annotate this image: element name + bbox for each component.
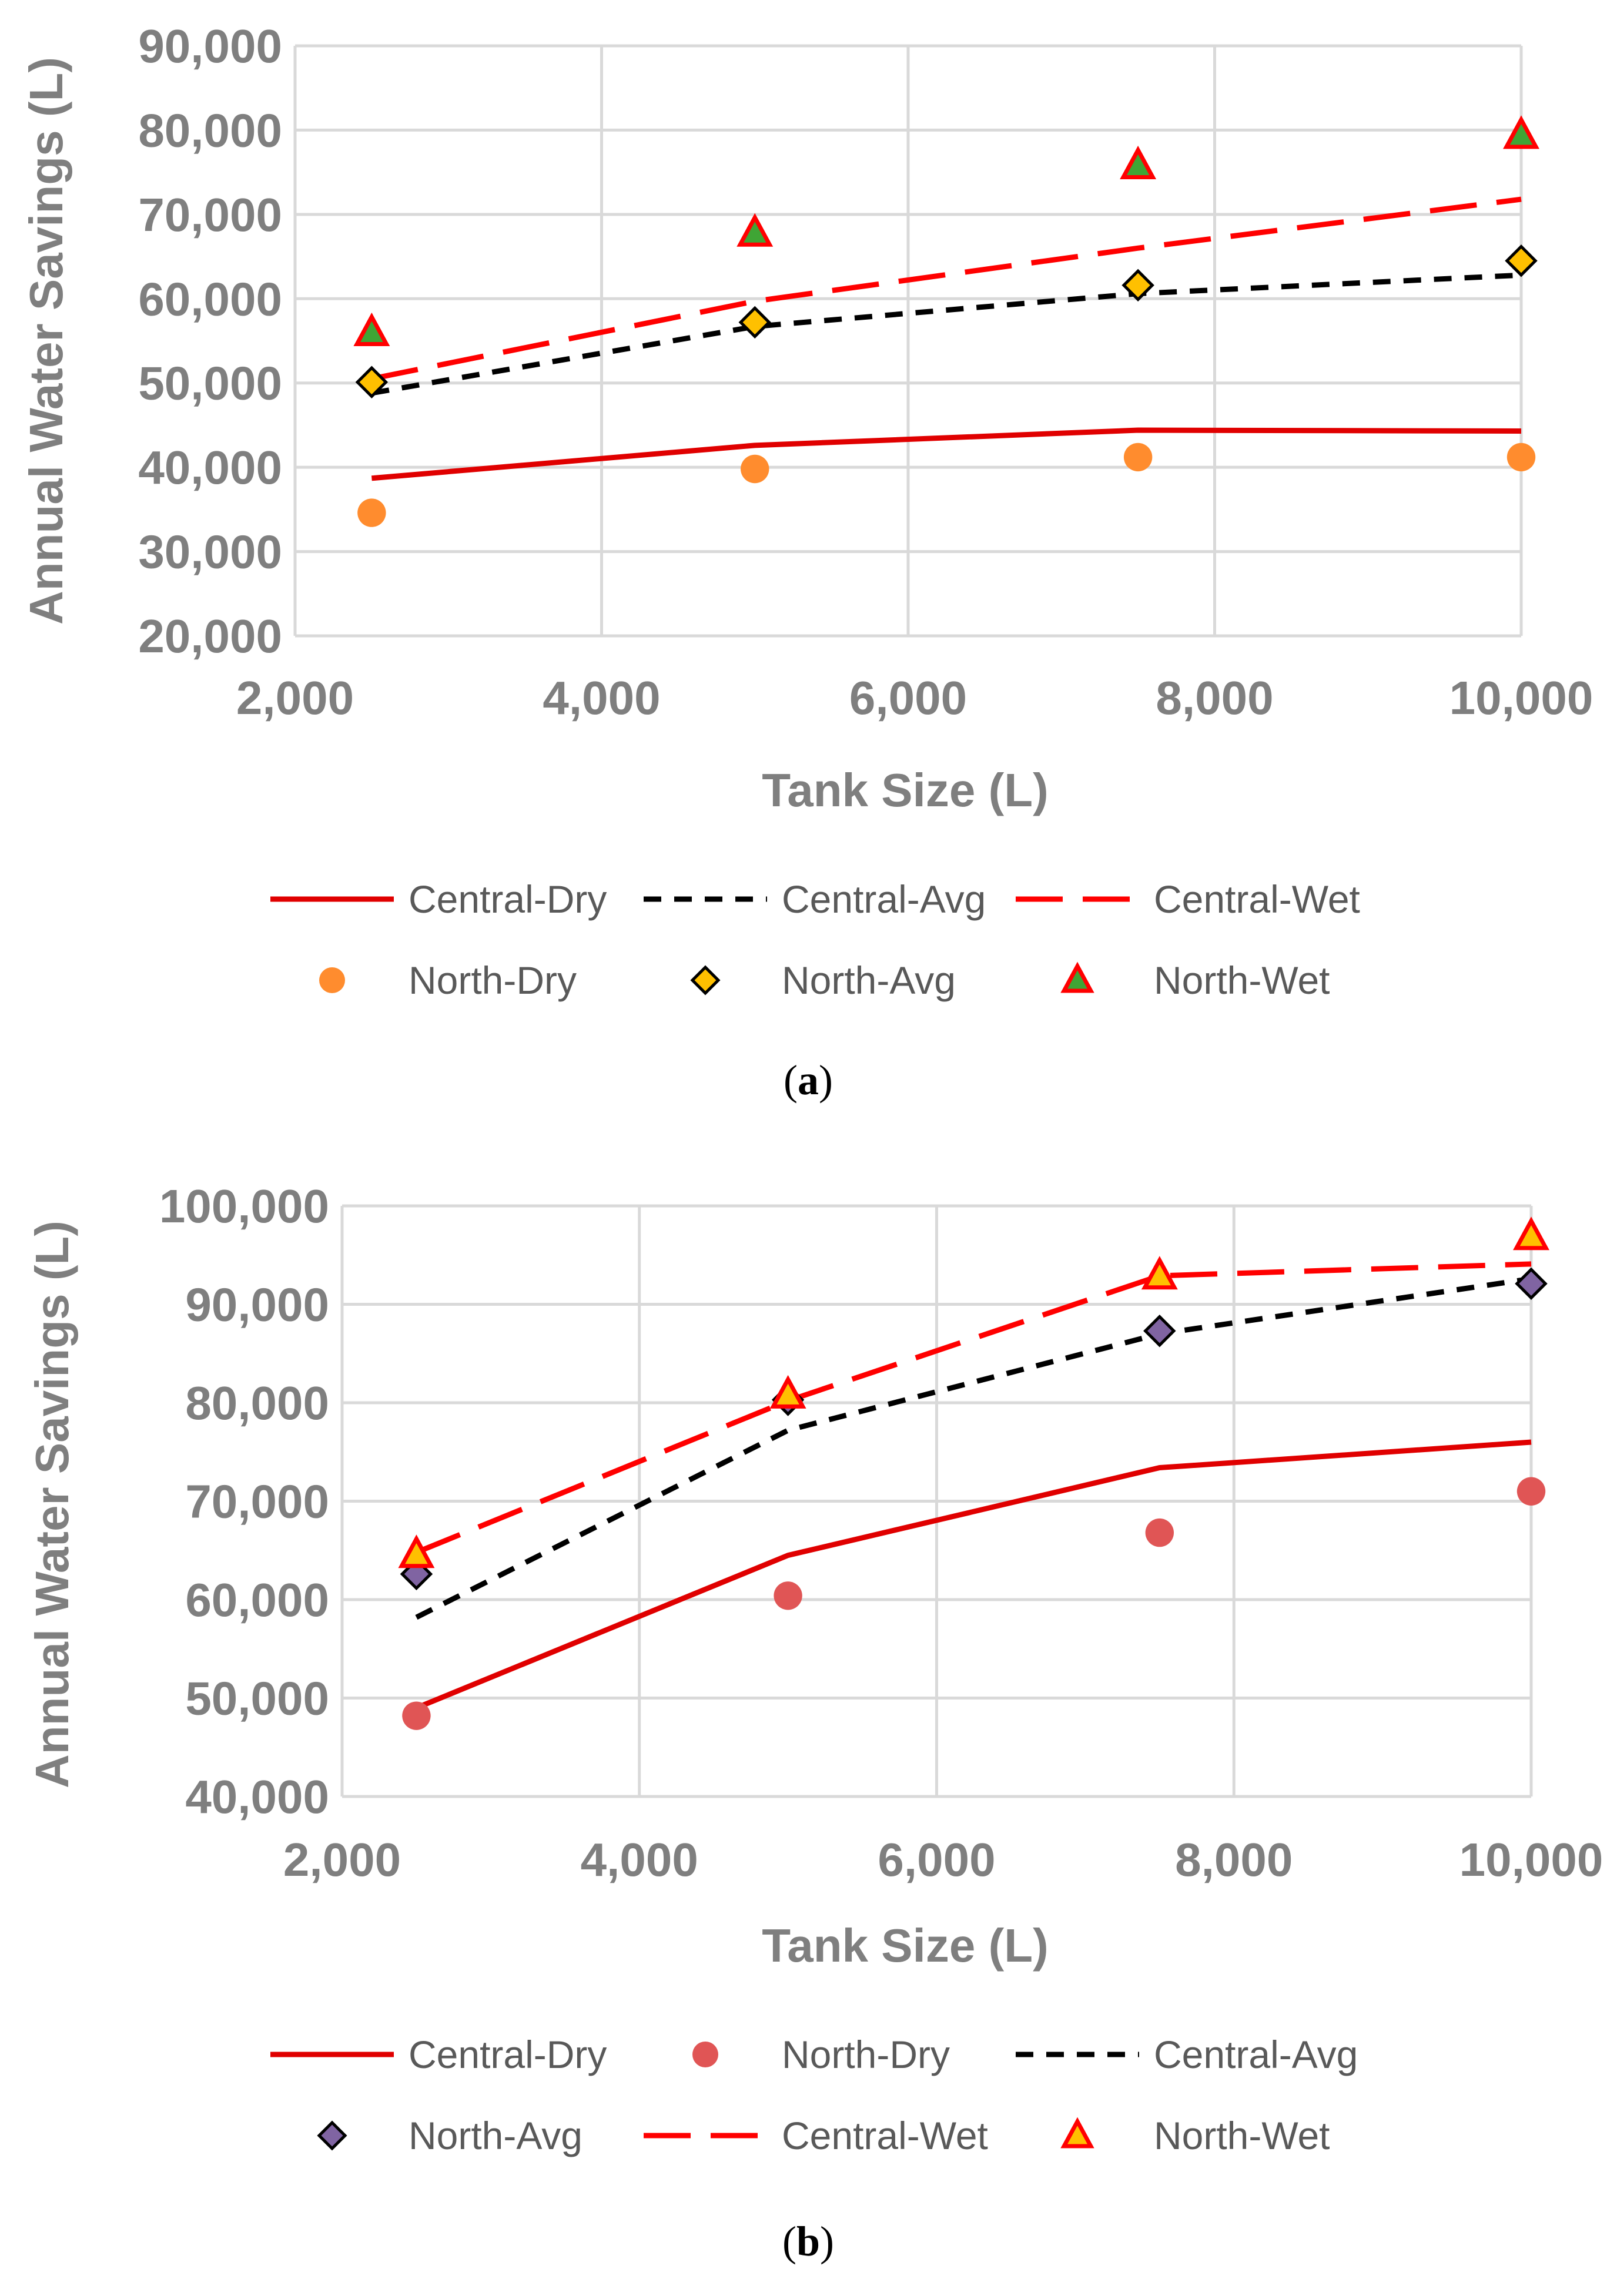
series-group — [398, 1216, 1549, 1730]
x-tick-label: 2,000 — [236, 672, 354, 724]
legend-item-north-dry: North-Dry — [692, 2033, 950, 2076]
series-line-central-dry — [371, 427, 1522, 481]
y-tick-label: 50,000 — [138, 357, 282, 410]
point-north-wet — [769, 1375, 806, 1409]
legend-item-central-wet: Central-Wet — [644, 2114, 988, 2157]
legend-label: North-Wet — [1154, 2114, 1330, 2157]
point-north-dry — [1123, 443, 1153, 472]
y-tick-label: 40,000 — [138, 441, 282, 494]
point-north-avg — [1121, 269, 1154, 302]
point-north-wet — [353, 312, 390, 346]
y-tick-label: 30,000 — [138, 526, 282, 578]
x-tick-label: 2,000 — [283, 1834, 401, 1886]
y-tick-label: 70,000 — [138, 189, 282, 241]
point-north-avg — [1143, 1314, 1176, 1348]
gridlines — [293, 44, 1523, 638]
panel-caption: (b) — [782, 2218, 834, 2265]
chart-panel-b: 40,000 50,000 60,000 70,000 80,000 90,000 100,… — [26, 1180, 1603, 2265]
legend-marker-swatch — [317, 2120, 347, 2151]
point-north-dry — [741, 454, 769, 484]
legend: Central-Dry North-Dry Central-Avg North-Avg… — [270, 2033, 1358, 2157]
y-tick-label: 80,000 — [138, 104, 282, 156]
legend-item-north-dry: North-Dry — [319, 958, 577, 1002]
series-line-central-wet — [415, 1261, 1532, 1555]
point-north-wet — [1503, 115, 1539, 149]
x-axis-title: Tank Size (L) — [762, 764, 1048, 816]
x-tick-label: 4,000 — [581, 1834, 698, 1886]
legend-label: North-Dry — [409, 958, 577, 1002]
panel-caption: (a) — [784, 1057, 833, 1104]
legend-item-central-dry: Central-Dry — [270, 2033, 607, 2076]
legend-marker-swatch — [690, 965, 721, 996]
series-line-central-dry — [415, 1439, 1532, 1711]
point-north-dry — [1506, 443, 1536, 472]
legend-item-central-dry: Central-Dry — [270, 877, 607, 921]
point-north-wet — [736, 213, 774, 247]
x-tick-label: 6,000 — [849, 672, 967, 724]
legend-marker-swatch — [692, 2042, 718, 2067]
legend-item-north-avg: North-Avg — [690, 958, 956, 1002]
legend-marker-swatch — [319, 967, 345, 993]
point-north-wet — [1141, 1256, 1178, 1290]
point-north-avg — [1515, 1267, 1548, 1300]
y-tick-label: 70,000 — [185, 1476, 329, 1528]
y-tick-label: 60,000 — [185, 1574, 329, 1626]
y-tick-label: 40,000 — [185, 1771, 329, 1823]
legend-label: Central-Avg — [782, 877, 986, 921]
x-tick-label: 10,000 — [1449, 672, 1593, 724]
legend-marker-swatch — [1060, 2117, 1094, 2148]
point-north-avg — [738, 306, 771, 339]
legend-label: North-Wet — [1154, 958, 1330, 1002]
x-tick-label: 8,000 — [1156, 672, 1273, 724]
point-north-wet — [1120, 145, 1157, 179]
y-tick-label: 50,000 — [185, 1672, 329, 1725]
series-line-central-wet — [371, 196, 1522, 381]
legend-label: Central-Wet — [782, 2114, 988, 2157]
point-north-avg — [1505, 244, 1538, 277]
y-tick-label: 80,000 — [185, 1377, 329, 1429]
legend-item-central-avg: Central-Avg — [1016, 2033, 1358, 2076]
legend-item-north-wet: North-Wet — [1060, 958, 1330, 1002]
legend-label: North-Avg — [782, 958, 956, 1002]
gridlines — [340, 1204, 1533, 1798]
point-north-dry — [357, 498, 386, 527]
series-line-central-avg — [371, 272, 1522, 396]
x-tick-label: 10,000 — [1459, 1834, 1603, 1886]
legend-item-north-wet: North-Wet — [1060, 2114, 1330, 2157]
legend-label: Central-Wet — [1154, 877, 1360, 921]
y-tick-label: 20,000 — [138, 610, 282, 662]
point-north-dry — [774, 1581, 802, 1610]
y-tick-label: 60,000 — [138, 273, 282, 325]
y-tick-label: 90,000 — [138, 20, 282, 72]
legend-item-north-avg: North-Avg — [317, 2114, 582, 2157]
y-tick-label: 90,000 — [185, 1279, 329, 1331]
point-north-wet — [1513, 1216, 1549, 1251]
x-tick-label: 4,000 — [543, 672, 660, 724]
series-line-central-avg — [415, 1276, 1532, 1620]
point-north-dry — [1516, 1477, 1546, 1506]
legend: Central-Dry Central-Avg Central-Wet North-D… — [270, 877, 1360, 1002]
series-group — [353, 115, 1539, 527]
legend-item-central-wet: Central-Wet — [1016, 877, 1360, 921]
legend-label: North-Avg — [409, 2114, 582, 2157]
chart-panel-a: 20,000 30,000 40,000 50,000 60,000 70,000 80,0… — [20, 20, 1593, 1104]
x-tick-label: 8,000 — [1175, 1834, 1293, 1886]
y-axis-title: Annual Water Savings (L) — [26, 1221, 78, 1788]
legend-label: Central-Dry — [409, 877, 607, 921]
legend-item-central-avg: Central-Avg — [644, 877, 986, 921]
legend-label: North-Dry — [782, 2033, 950, 2076]
point-north-avg — [355, 366, 389, 399]
legend-label: Central-Avg — [1154, 2033, 1358, 2076]
legend-label: Central-Dry — [409, 2033, 607, 2076]
point-north-dry — [1145, 1518, 1174, 1547]
y-axis-title: Annual Water Savings (L) — [20, 57, 72, 625]
y-tick-label: 100,000 — [159, 1180, 329, 1232]
point-north-dry — [402, 1701, 431, 1730]
x-axis-title: Tank Size (L) — [762, 1919, 1048, 1972]
x-tick-label: 6,000 — [878, 1834, 995, 1886]
point-north-wet — [398, 1534, 435, 1568]
legend-marker-swatch — [1060, 961, 1094, 993]
